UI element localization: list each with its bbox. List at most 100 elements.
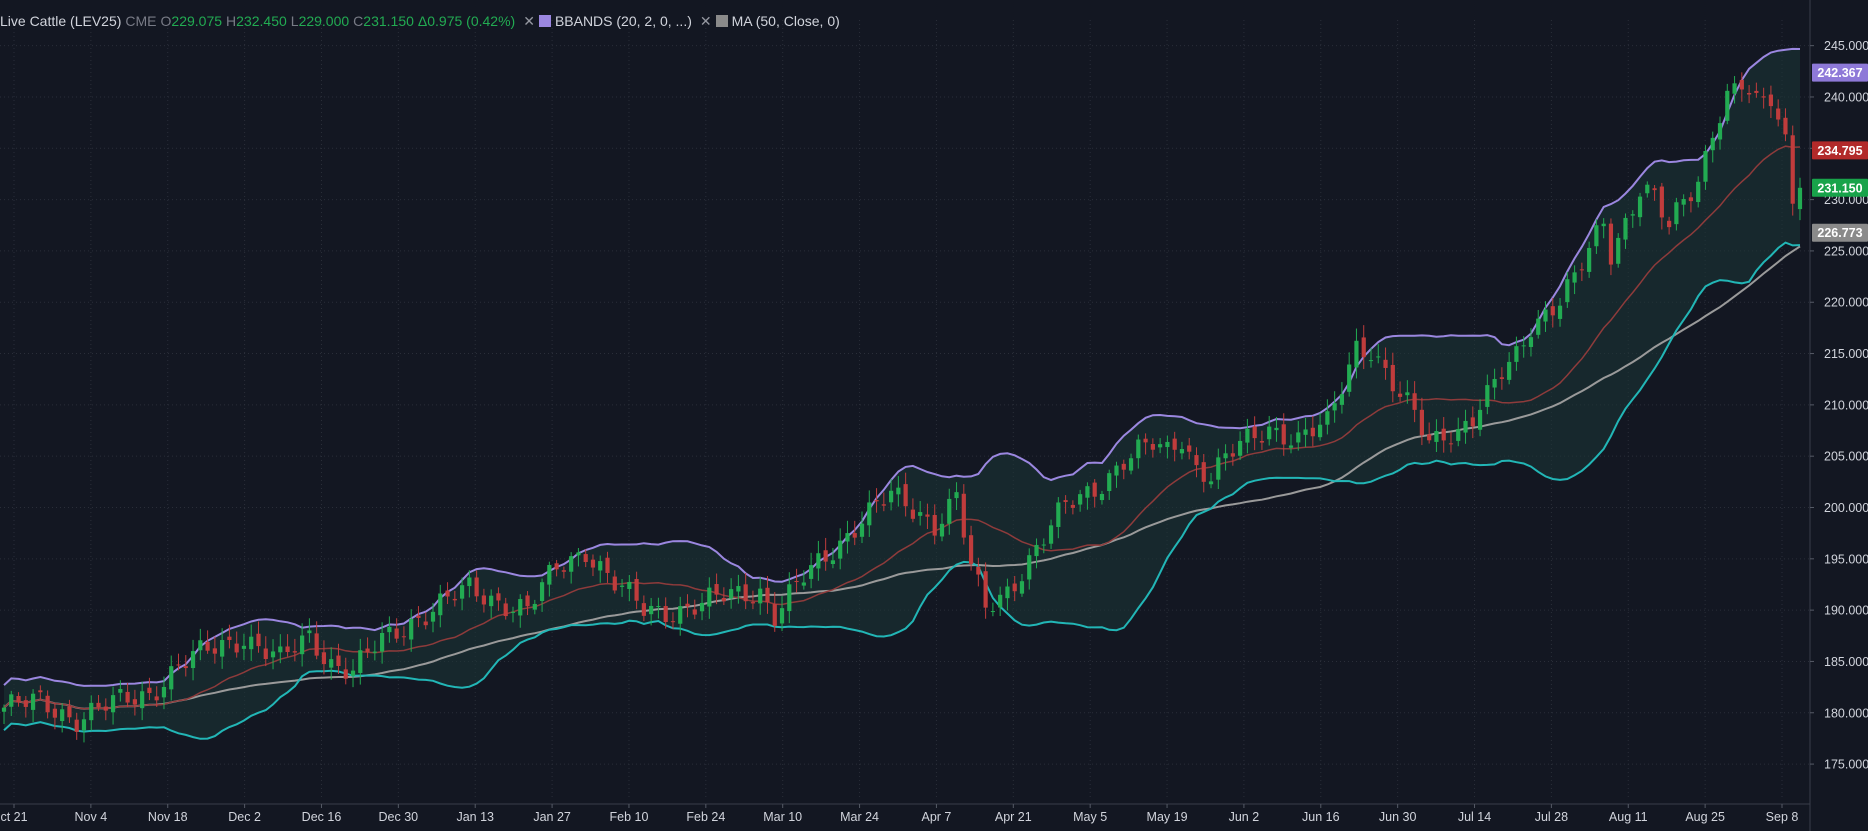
candle — [1150, 438, 1155, 458]
candle — [394, 618, 399, 643]
change-value: Δ0.975 (0.42%) — [417, 13, 516, 29]
low-label: L — [290, 13, 299, 29]
candle-body — [641, 603, 646, 616]
candle — [183, 655, 188, 677]
candle-body — [169, 666, 174, 690]
candle — [1310, 416, 1315, 447]
candle-body — [881, 504, 886, 506]
candle — [510, 606, 516, 623]
candle — [1521, 336, 1526, 358]
candle-body — [118, 688, 123, 693]
candle-body — [1441, 428, 1446, 441]
candle-body — [23, 700, 28, 707]
price-tag-bg — [1812, 178, 1868, 197]
time-tick-label: Jun 2 — [1229, 810, 1260, 824]
candle-body — [1761, 96, 1766, 98]
candle — [74, 712, 79, 740]
time-axis[interactable]: ct 21 Nov 4 Nov 18 Dec 2 Dec 16 Dec 30 Jan 13 J… — [0, 803, 1810, 824]
candle — [1492, 368, 1497, 400]
candle-body — [1150, 444, 1155, 450]
candle — [350, 659, 356, 688]
remove-ma-close-icon[interactable]: ✕ — [699, 12, 712, 29]
candle — [1005, 578, 1010, 611]
candle-body — [459, 585, 465, 599]
candle-body — [227, 636, 232, 641]
candle — [1187, 437, 1192, 460]
candle — [1267, 415, 1272, 446]
candle-body — [1732, 83, 1737, 94]
candle — [1412, 381, 1417, 423]
bbands-color-swatch[interactable] — [538, 15, 551, 27]
candle-body — [576, 552, 581, 556]
candle-body — [1187, 445, 1192, 452]
remove-bbands-close-icon[interactable]: ✕ — [523, 12, 535, 29]
candle-body — [103, 706, 108, 711]
candle — [1238, 431, 1243, 461]
candle — [147, 677, 152, 701]
candle — [1354, 328, 1359, 379]
candle — [1317, 412, 1323, 441]
candle-body — [1179, 449, 1185, 454]
candle-body — [932, 514, 937, 536]
candle — [1630, 210, 1635, 228]
candle-body — [619, 585, 625, 587]
candle-body — [394, 628, 399, 639]
candle — [38, 685, 43, 700]
candle — [1099, 490, 1105, 505]
candle-body — [314, 633, 319, 656]
candle — [234, 631, 239, 658]
open-label: O — [160, 13, 172, 29]
candle-body — [474, 577, 479, 597]
price-tick-label: 200.000 — [1824, 501, 1868, 515]
bbands-lower-line — [3, 241, 1801, 740]
candle-body — [910, 509, 916, 519]
candle-body — [1267, 426, 1272, 440]
bbands-indicator-label[interactable]: BBANDS (20, 2, 0, ...) — [554, 13, 692, 29]
candle — [1288, 434, 1294, 454]
candle-body — [467, 577, 472, 587]
candle — [896, 476, 901, 507]
time-tick-label: Jul 14 — [1458, 810, 1491, 824]
time-tick-label: Feb 24 — [686, 810, 725, 824]
candle-body — [1688, 197, 1694, 202]
candle — [1637, 192, 1643, 227]
price-tag-bg — [1812, 63, 1868, 82]
candle — [954, 482, 959, 511]
ma-color-swatch[interactable] — [715, 15, 728, 27]
ma-indicator-label[interactable]: MA (50, Close, 0) — [731, 13, 840, 29]
candle — [1754, 82, 1759, 98]
candle-body — [1397, 393, 1403, 397]
candle-body — [1557, 305, 1563, 319]
candle — [1514, 336, 1519, 371]
candle — [285, 634, 290, 657]
price-tick-label: 210.000 — [1824, 398, 1868, 412]
candle-body — [1623, 217, 1628, 240]
symbol-name[interactable]: Live Cattle (LEV25) — [0, 13, 122, 29]
candle — [532, 599, 537, 615]
candle — [60, 703, 65, 733]
candle — [1688, 192, 1694, 213]
candle-body — [1194, 455, 1199, 466]
candle-body — [241, 645, 247, 649]
price-tag-label: 242.367 — [1817, 66, 1862, 80]
time-tick-label: Nov 4 — [75, 810, 108, 824]
candle-body — [1201, 462, 1206, 482]
candle — [576, 548, 581, 567]
time-tick-label: Jun 30 — [1379, 810, 1417, 824]
price-tick-label: 215.000 — [1824, 347, 1868, 361]
candle-body — [1616, 237, 1621, 264]
candle — [1041, 538, 1046, 554]
candle — [1121, 459, 1126, 480]
candle-body — [649, 605, 654, 615]
candle-body — [1303, 429, 1308, 435]
price-tick-label: 205.000 — [1824, 450, 1868, 464]
candle — [372, 640, 377, 661]
candle-body — [125, 691, 130, 703]
candle — [569, 552, 574, 584]
candle — [300, 623, 305, 667]
candle-body — [1339, 394, 1345, 405]
candle — [809, 552, 814, 589]
candle — [859, 511, 865, 544]
price-tick-label: 185.000 — [1824, 655, 1868, 669]
